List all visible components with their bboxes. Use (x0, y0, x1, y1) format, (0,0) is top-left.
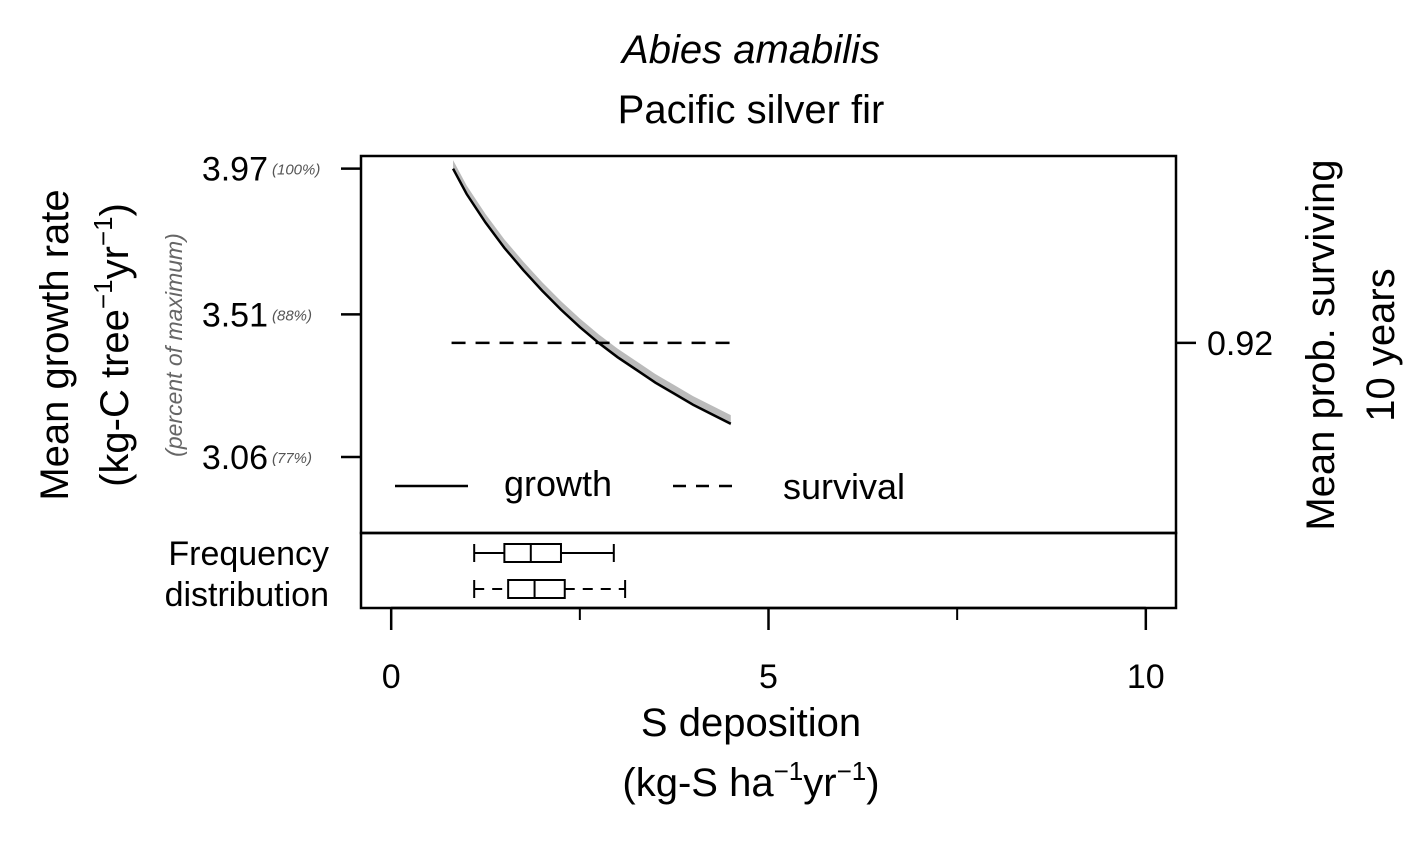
y2-axis-title-line2: 10 years (1359, 268, 1403, 421)
growth-confidence-band-layer (453, 160, 731, 426)
frequency-plot-frame (359, 531, 1178, 610)
y-axis-title-line2: (kg-C tree−1yr−1) (88, 203, 137, 487)
y-tick-percent-label: (77%) (272, 450, 312, 467)
x-axis-title-line1: S deposition (641, 701, 861, 745)
chart-title: Abies amabilis (620, 28, 880, 72)
y-axis-title-line1: Mean growth rate (33, 189, 77, 500)
y-tick-label: 3.06 (202, 439, 268, 477)
x-tick-label: 5 (759, 658, 778, 696)
x-tick-label: 0 (382, 658, 401, 696)
y-tick-label: 3.51 (202, 296, 268, 334)
growth-confidence-band (453, 160, 731, 426)
x-axis: 0 5 10 (382, 606, 1165, 696)
series-growth-line (451, 168, 732, 425)
series-layer (451, 168, 732, 425)
y2-axis: 0.92 (1176, 325, 1273, 363)
y-tick-label: 3.97 (202, 151, 268, 189)
y-axis: 3.97 (100%) 3.51 (88%) 3.06 (77%) (202, 151, 361, 477)
y-tick-percent-label: (88%) (272, 307, 312, 324)
x-axis-title-line2: (kg-S ha−1yr−1) (622, 756, 879, 805)
boxplot-growth-box (503, 543, 562, 563)
boxplot-layer (473, 543, 627, 599)
y-axis-percent-title: (percent of maximum) (161, 233, 187, 457)
chart-subtitle: Pacific silver fir (618, 88, 885, 132)
y2-tick-label: 0.92 (1207, 325, 1273, 363)
y-tick-percent-label: (100%) (272, 162, 320, 179)
legend-survival-label: survival (783, 466, 905, 507)
y2-axis-title-line1: Mean prob. surviving (1299, 159, 1343, 530)
frequency-label-line2: distribution (165, 576, 329, 614)
legend: growth survival (395, 463, 905, 507)
x-tick-label: 10 (1127, 658, 1165, 696)
legend-growth-label: growth (504, 463, 612, 504)
boxplot-survival-box (507, 579, 566, 599)
frequency-label-line1: Frequency (168, 535, 329, 573)
